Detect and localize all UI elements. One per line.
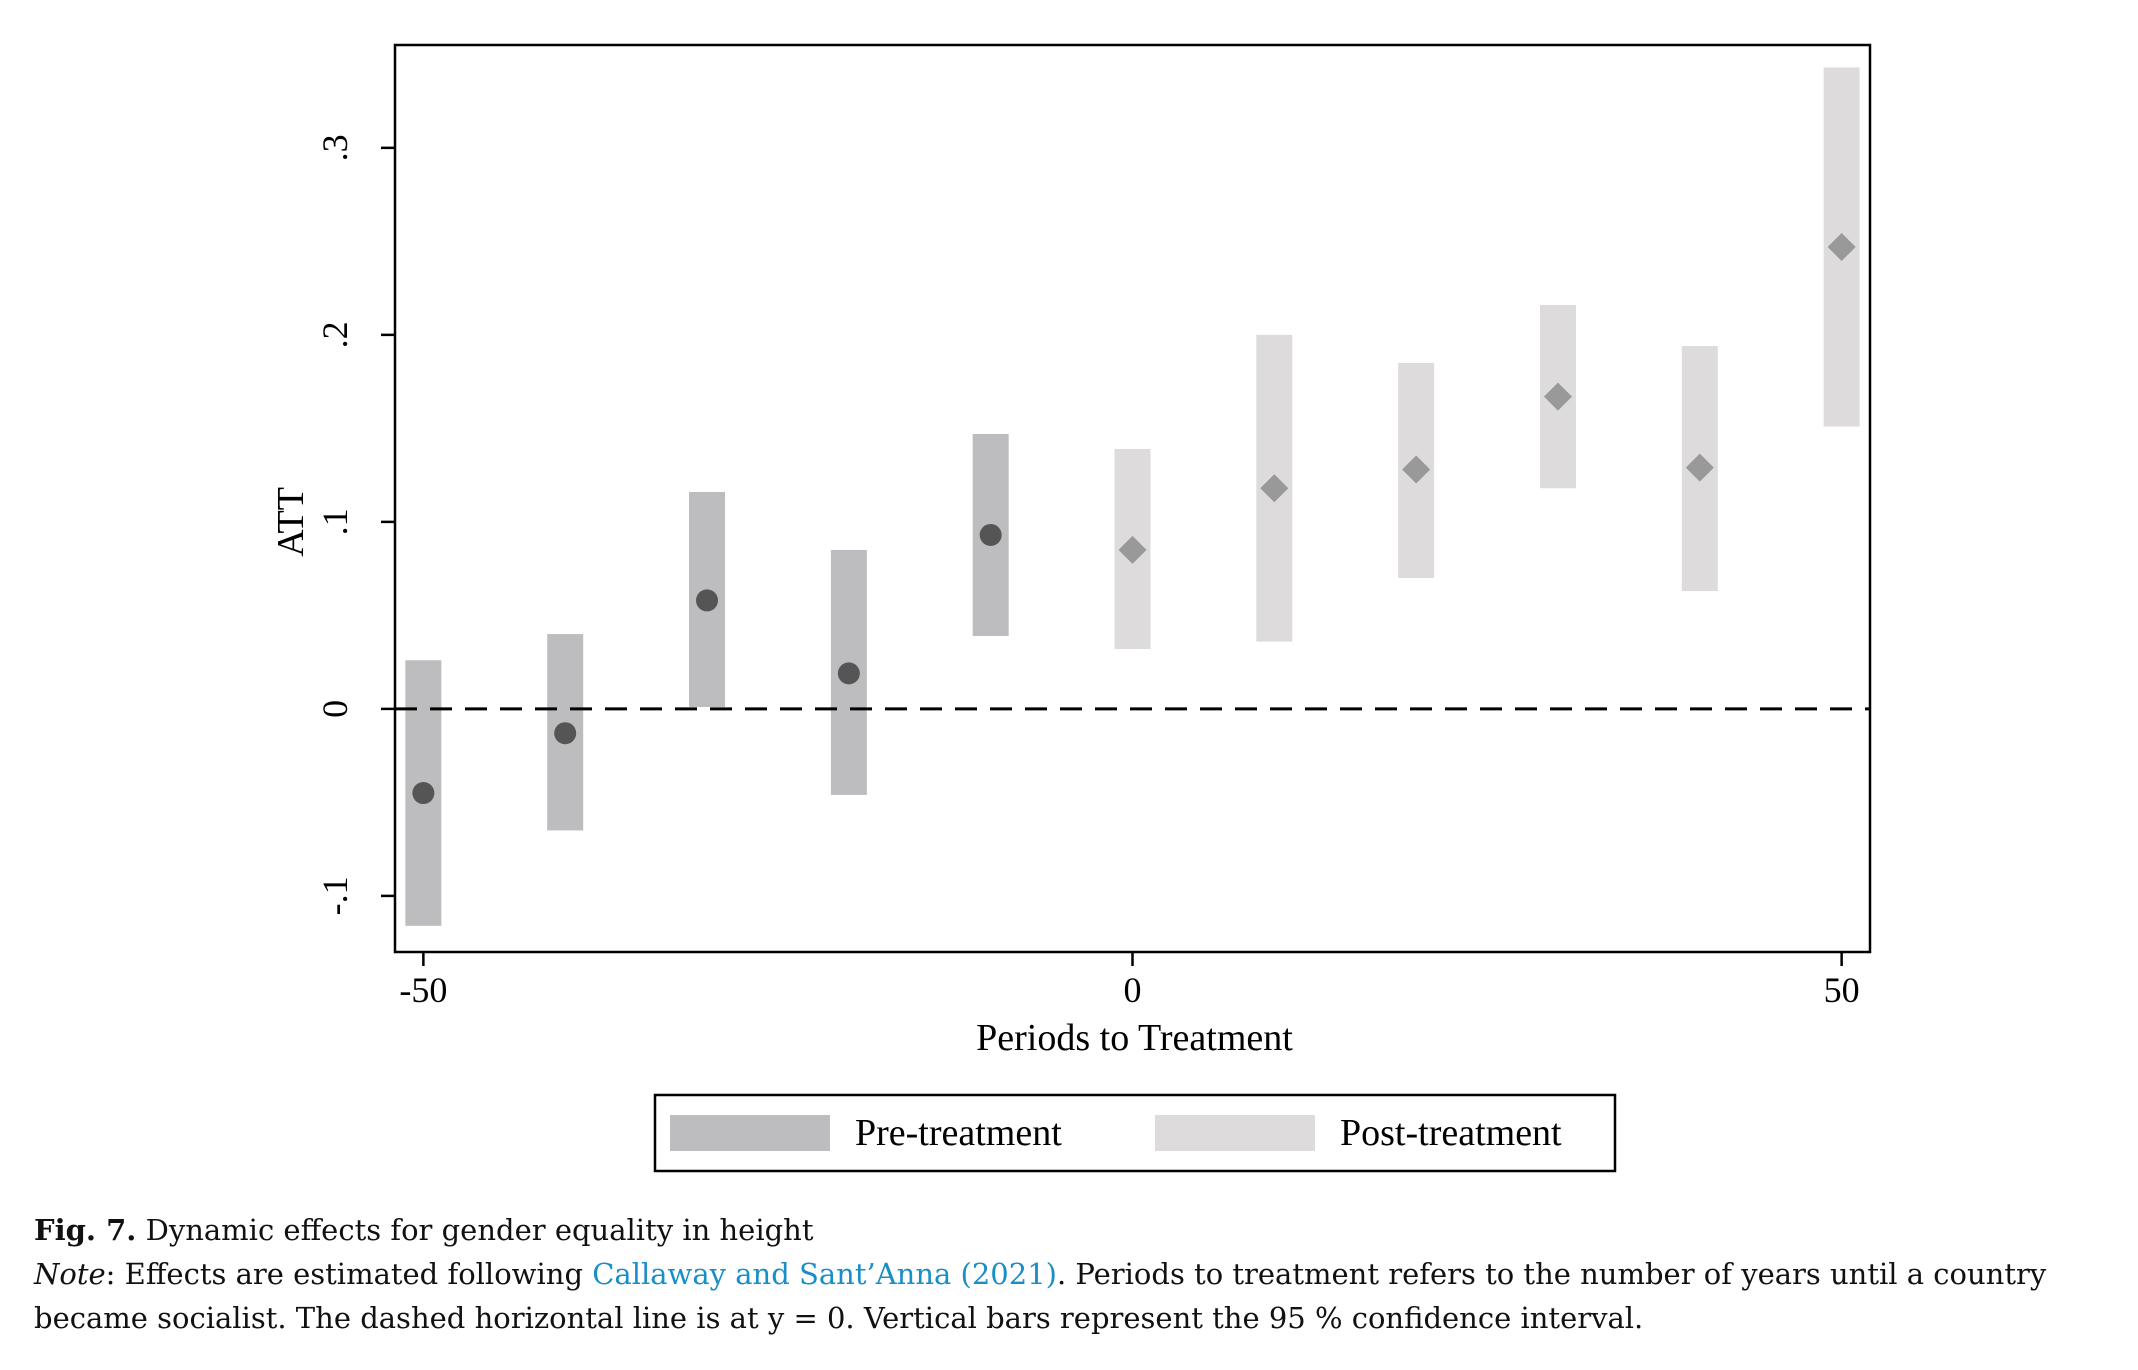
legend-label-post-treatment: Post-treatment (1340, 1112, 1562, 1154)
y-tick-label: -.1 (315, 876, 355, 915)
x-tick-label: 50 (1824, 970, 1860, 1010)
chart-figure: -50 0 50 -.1 0 .1 .2 .3 Periods to Treatment ATT P… (270, 43, 1872, 1173)
caption-title-line: Fig. 7. Dynamic effects for gender equal… (34, 1208, 2114, 1252)
note-text-pre: : Effects are estimated following (105, 1257, 593, 1291)
figure-label: Fig. 7. (34, 1213, 137, 1247)
chart-svg: -50 0 50 -.1 0 .1 .2 .3 Periods to Treatment ATT P… (270, 43, 1872, 1173)
pre-treatment-point (837, 662, 860, 685)
y-tick-label: .3 (315, 134, 355, 161)
pre-treatment-point (979, 523, 1002, 546)
note-text-post: . Periods to treatment refers to the num… (34, 1257, 2047, 1335)
pre-treatment-point (696, 589, 719, 612)
post-treatment-point (1685, 453, 1714, 482)
x-tick-label: -50 (399, 970, 447, 1010)
pre-treatment-point (554, 722, 577, 745)
legend-swatch-pre-treatment (670, 1115, 830, 1151)
x-axis-label: Periods to Treatment (976, 1017, 1293, 1059)
post-treatment-point (1402, 455, 1431, 484)
figure-title: Dynamic effects for gender equality in h… (145, 1213, 814, 1247)
figure-caption: Fig. 7. Dynamic effects for gender equal… (34, 1208, 2114, 1340)
post-treatment-point (1827, 232, 1856, 261)
legend-swatch-post-treatment (1155, 1115, 1315, 1151)
legend-label-pre-treatment: Pre-treatment (855, 1112, 1062, 1154)
y-tick-label: .1 (315, 508, 355, 535)
note-label: Note (34, 1257, 106, 1291)
post-treatment-point (1260, 474, 1289, 503)
post-treatment-point (1118, 535, 1147, 564)
y-axis-label: ATT (270, 487, 312, 557)
citation-link[interactable]: Callaway and Sant’Anna (2021) (592, 1257, 1057, 1291)
caption-note: Note: Effects are estimated following Ca… (34, 1252, 2114, 1340)
y-tick-label: .2 (315, 321, 355, 348)
x-tick-label: 0 (1124, 970, 1142, 1010)
y-tick-label: 0 (315, 700, 355, 718)
pre-treatment-point (412, 782, 435, 805)
post-treatment-point (1543, 382, 1572, 411)
